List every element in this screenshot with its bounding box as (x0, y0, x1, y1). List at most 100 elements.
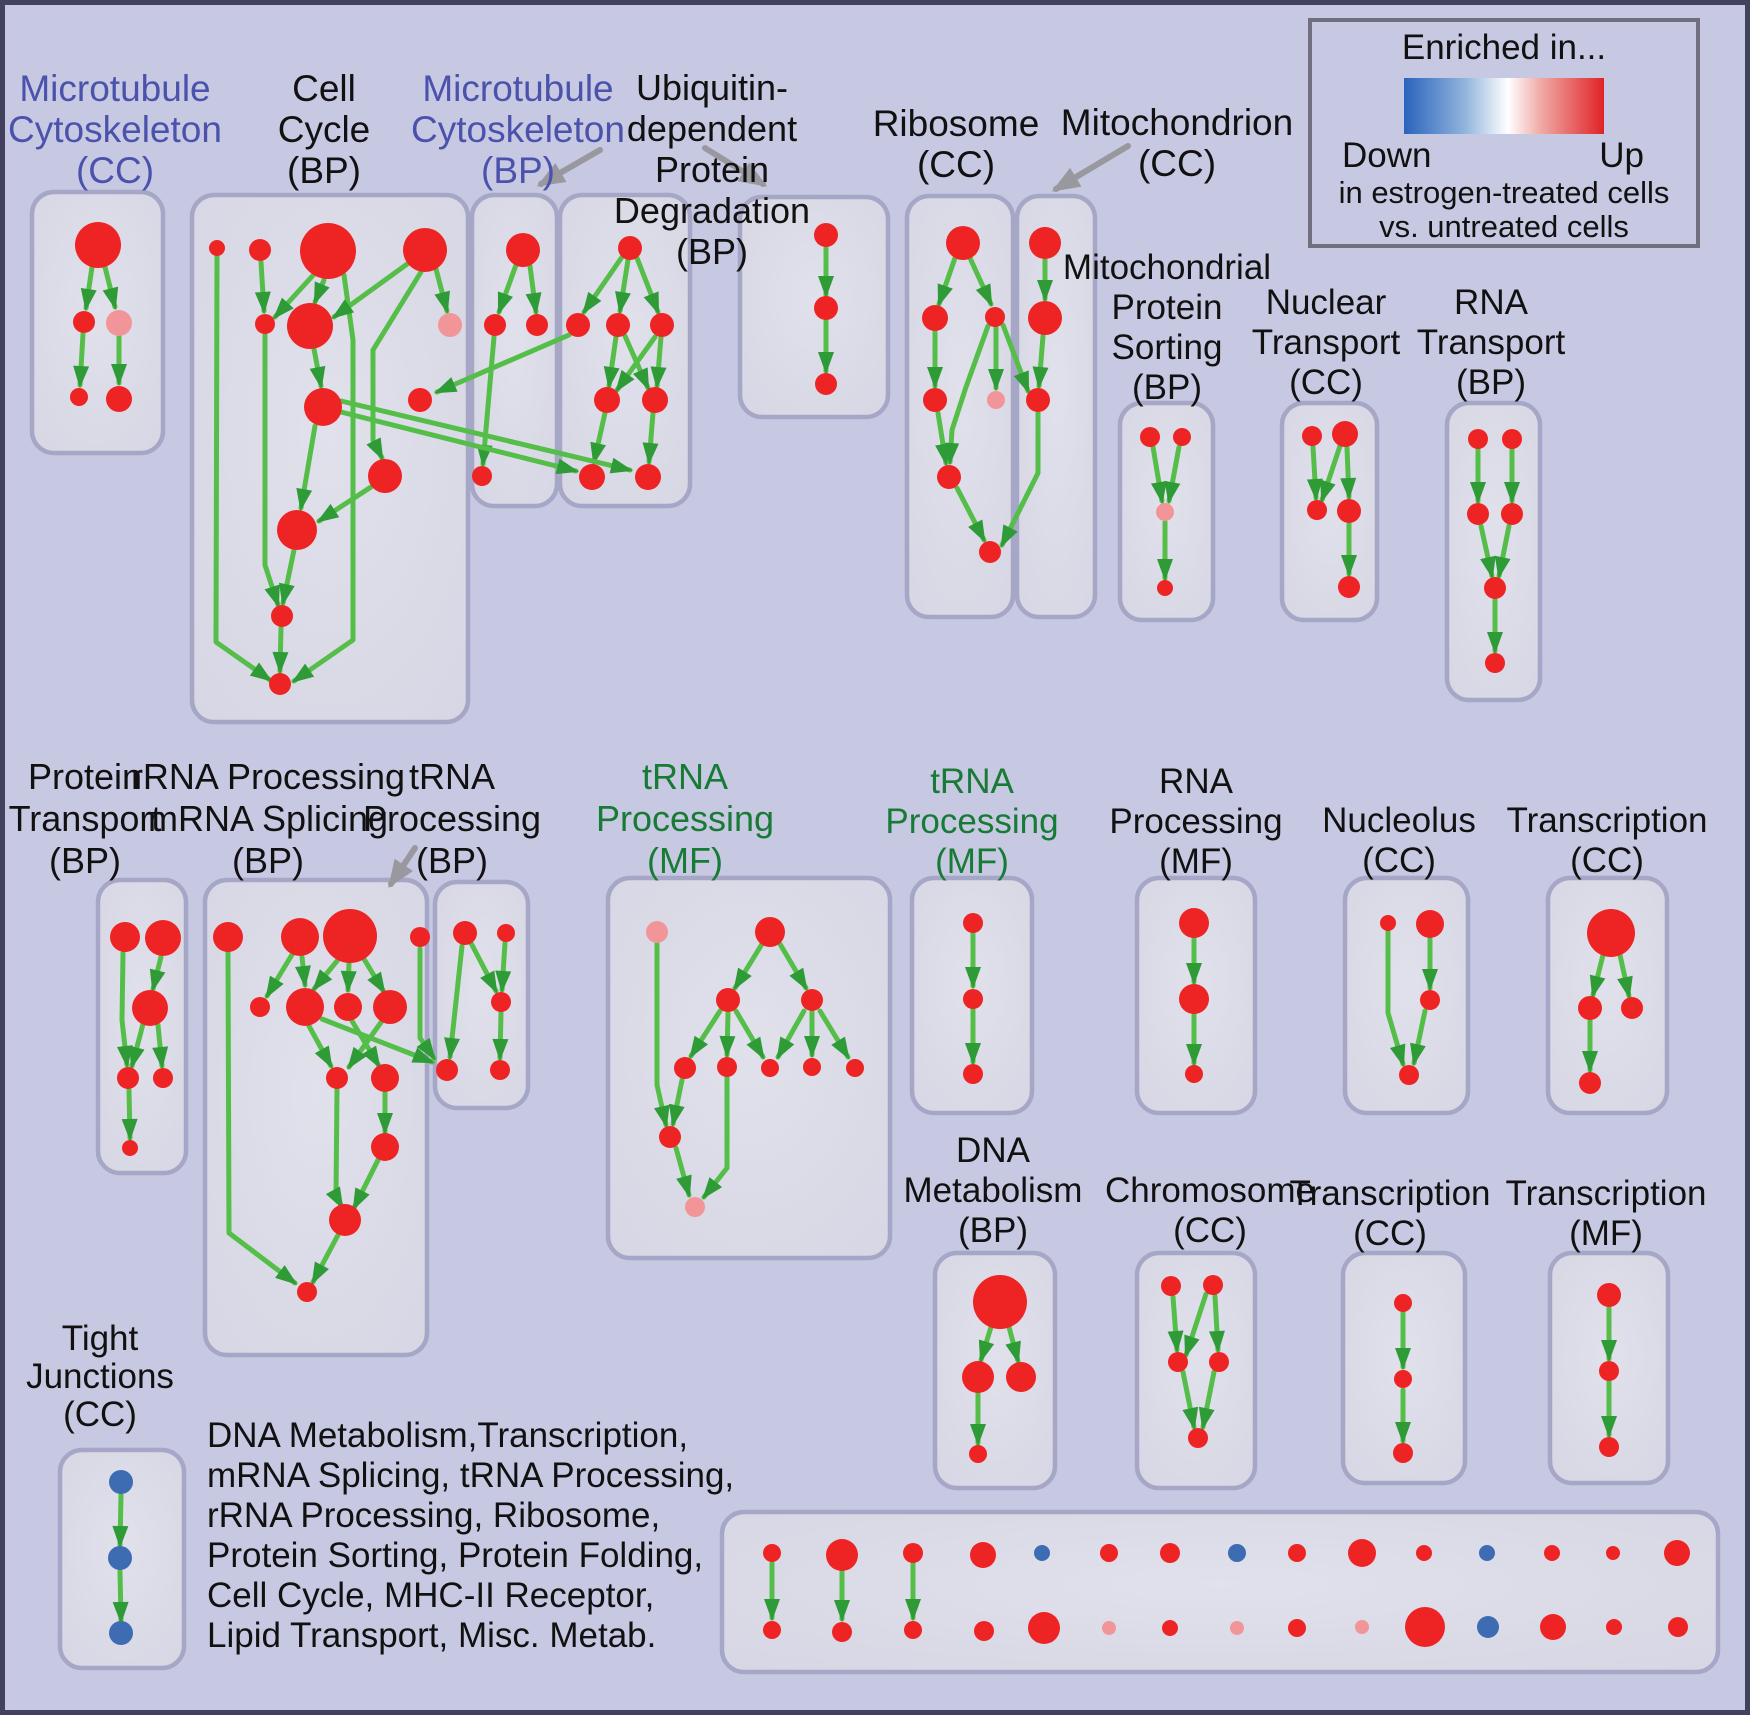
label-mitochondrion-line-0: Mitochondrion (1061, 102, 1293, 143)
edge-rna-transport-bp-2 (1478, 523, 1496, 579)
edge-transcription-cc-upper-1 (1617, 952, 1633, 999)
edge-rrna-processing-mrna-splicing-bp-0 (225, 950, 298, 1286)
label-chromosome-line-0: Chromosome (1105, 1171, 1315, 1210)
node-transcription-cc-lower-2 (1393, 1443, 1413, 1463)
edge-ubiquitin-degradation-a-2 (634, 255, 661, 315)
edge-trna-processing-bp-3 (492, 1010, 509, 1061)
node-bottom-strip-12 (1544, 1545, 1560, 1561)
edge-trna-processing-bp-1 (468, 940, 499, 994)
node-nuclear-transport-cc-3 (1337, 499, 1361, 523)
node-chromosome-cc-0 (1161, 1276, 1181, 1296)
node-transcription-cc-upper-0 (1587, 909, 1635, 957)
node-ribosome-cc-4 (987, 391, 1005, 409)
label-mps-line-1: Protein (1112, 288, 1223, 327)
cross-edge-rrna4-to-trnabp (416, 946, 437, 1061)
label-tight-junctions-line-2: (CC) (63, 1395, 137, 1434)
edge-tight-junctions-cc-1 (112, 1568, 129, 1624)
cluster-box-ubiquitin-degradation-b (737, 194, 891, 420)
edge-rrna-processing-mrna-splicing-bp-3 (311, 958, 340, 992)
cross-edge-ubiq-to-cellcycle (434, 332, 572, 395)
cluster-box-nucleolus-cc (1342, 875, 1471, 1116)
edge-ribosome-cc-1 (967, 255, 994, 307)
node-microtubule-cytoskeleton-bp-1 (484, 314, 506, 336)
node-chromosome-cc-2 (1168, 1352, 1188, 1372)
node-mitochondrial-protein-sorting-bp-3 (1157, 580, 1173, 596)
label-transcription-cc-1-line-1: (CC) (1570, 841, 1644, 880)
node-rrna-processing-mrna-splicing-bp-0 (213, 922, 243, 952)
label-dna-metabolism-line-1: Metabolism (904, 1171, 1083, 1210)
node-cell-cycle-bp-3 (403, 228, 447, 272)
edge-trna-processing-mf-large-1 (777, 941, 809, 991)
edge-nuclear-transport-cc-1 (1319, 443, 1343, 503)
cross-edge-rrna-to-trnabp (319, 1016, 435, 1065)
node-transcription-cc-lower-1 (1394, 1370, 1412, 1388)
label-transcription-mf-line-0: Transcription (1506, 1174, 1707, 1213)
label-trna-bp-line-2: (BP) (416, 840, 488, 881)
edge-ubiquitin-degradation-a-1 (615, 257, 631, 314)
node-nucleolus-cc-0 (1380, 915, 1396, 931)
node-rrna-processing-mrna-splicing-bp-3 (410, 927, 430, 947)
cluster-box-transcription-cc-upper (1545, 875, 1670, 1116)
node-microtubule-cytoskeleton-cc-2 (106, 310, 132, 336)
label-pointer-arrow-ubiquitin-left (536, 147, 603, 187)
label-pointer-arrow-mitochondrion (1051, 143, 1131, 192)
node-bottom-strip-7 (1228, 1544, 1246, 1562)
label-trna-mf-2-line-2: (MF) (935, 842, 1009, 881)
node-bottom-strip-26 (1477, 1616, 1499, 1638)
label-mt-bp-line-0: Microtubule (422, 68, 613, 109)
node-microtubule-cytoskeleton-cc-1 (73, 311, 95, 333)
label-chromosome-line-1: (CC) (1173, 1211, 1247, 1250)
edge-protein-transport-bp-0 (116, 950, 133, 1068)
label-mt-cc-line-2: (CC) (76, 150, 154, 191)
node-trna-processing-mf-large-0 (646, 921, 668, 943)
label-trna-mf-1-line-2: (MF) (647, 840, 723, 881)
node-cell-cycle-bp-5 (287, 303, 333, 349)
node-cell-cycle-bp-4 (255, 314, 275, 334)
node-nucleolus-cc-3 (1399, 1065, 1419, 1085)
node-trna-processing-bp-0 (453, 921, 477, 945)
node-cell-cycle-bp-10 (277, 510, 317, 550)
node-trna-processing-mf-small-1 (963, 989, 983, 1009)
cross-edge-ribosome-to-mito (1000, 322, 1031, 394)
label-footnote-line-4: Cell Cycle, MHC-II Receptor, (207, 1576, 654, 1615)
label-transcription-cc-2-line-0: Transcription (1290, 1174, 1491, 1213)
edge-cell-cycle-bp-8 (262, 332, 281, 608)
label-cell-cycle-line-1: Cycle (278, 109, 371, 150)
node-cell-cycle-bp-1 (249, 239, 271, 261)
node-trna-processing-mf-large-3 (801, 989, 823, 1011)
label-rna-mf-line-2: (MF) (1159, 842, 1233, 881)
edge-cell-cycle-bp-5 (331, 259, 413, 320)
label-mitochondrion-line-1: (CC) (1138, 143, 1216, 184)
node-cell-cycle-bp-11 (271, 605, 293, 627)
node-nucleolus-cc-2 (1420, 990, 1440, 1010)
node-ribosome-cc-3 (923, 388, 947, 412)
label-mps-line-3: (BP) (1132, 368, 1202, 407)
node-bottom-strip-17 (904, 1621, 922, 1639)
node-rna-transport-bp-5 (1485, 653, 1505, 673)
node-trna-processing-mf-small-2 (963, 1064, 983, 1084)
node-bottom-strip-13 (1606, 1546, 1620, 1560)
node-bottom-strip-6 (1160, 1543, 1180, 1563)
edge-ubiquitin-degradation-a-6 (650, 334, 667, 389)
label-ribosome-line-1: (CC) (917, 144, 995, 185)
label-pointer-arrow-ubiquitin-right (702, 145, 768, 187)
node-nucleolus-cc-1 (1416, 910, 1444, 938)
node-bottom-strip-1 (826, 1539, 858, 1571)
edge-trna-processing-bp-2 (495, 940, 512, 993)
gray-arrows-layer (388, 143, 1131, 889)
node-cell-cycle-bp-0 (209, 240, 225, 256)
edge-cell-cycle-bp-11 (316, 484, 374, 524)
legend-subline-1: in estrogen-treated cells (1338, 175, 1670, 210)
node-protein-transport-bp-5 (122, 1140, 138, 1156)
legend-title: Enriched in... (1401, 28, 1607, 67)
edge-nuclear-transport-cc-0 (1306, 444, 1323, 501)
label-trna-bp-line-0: tRNA (409, 756, 495, 797)
edge-cell-cycle-bp-6 (433, 266, 450, 314)
label-protein-transport-line-2: (BP) (49, 840, 121, 881)
edge-rrna-processing-mrna-splicing-bp-4 (340, 961, 357, 993)
node-mitochondrion-cc-0 (1029, 227, 1061, 259)
node-bottom-strip-19 (1028, 1612, 1060, 1644)
label-mps-line-2: Sorting (1112, 328, 1223, 367)
node-rrna-processing-mrna-splicing-bp-12 (297, 1282, 317, 1302)
